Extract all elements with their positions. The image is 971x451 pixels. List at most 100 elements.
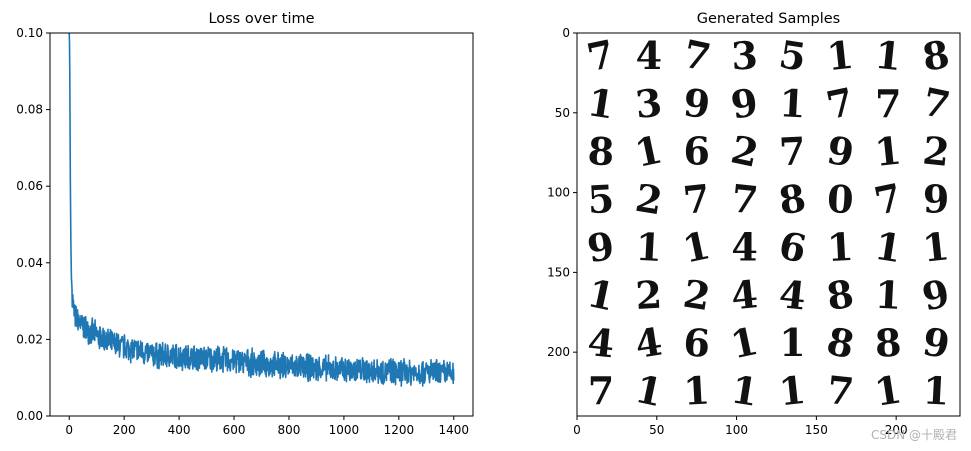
sample-digit: 1 — [585, 79, 618, 128]
sample-digit: 1 — [825, 32, 856, 80]
watermark-text: CSDN @十殿君 — [871, 428, 957, 442]
samples-y-tick-label: 50 — [555, 106, 570, 120]
sample-digit: 9 — [920, 318, 953, 367]
sample-digit: 6 — [682, 320, 711, 366]
sample-digit: 7 — [822, 79, 857, 129]
sample-digit: 3 — [730, 32, 759, 78]
loss-x-tick-label: 1400 — [438, 423, 469, 437]
samples-y-tick-label: 100 — [547, 186, 570, 200]
sample-digit: 2 — [921, 127, 952, 175]
sample-digit: 4 — [636, 33, 662, 78]
samples-grid: 7 4 7 3 5 1 1 81 3 9 9 1 7 7 78 1 6 2 7 9 1 25 2 7 7 8 0 7 99 1 1 4 6 1 1 1… — [583, 31, 954, 416]
loss-y-tick-label: 0.06 — [16, 179, 43, 193]
sample-digit: 4 — [777, 271, 808, 319]
loss-x-tick-label: 600 — [223, 423, 246, 437]
sample-digit: 1 — [779, 320, 805, 365]
sample-digit: 7 — [681, 175, 712, 223]
samples-x-tick-label: 50 — [649, 423, 664, 437]
samples-x-tick-label: 0 — [573, 423, 581, 437]
sample-digit: 9 — [584, 223, 617, 272]
sample-digit: 1 — [873, 127, 904, 175]
sample-digit: 1 — [871, 366, 904, 415]
sample-digit: 1 — [873, 32, 904, 80]
sample-digit: 8 — [587, 128, 616, 174]
loss-x-tick-label: 800 — [278, 423, 301, 437]
samples-x-tick-label: 150 — [805, 423, 828, 437]
samples-y-axis: 0 50 100 150 200 — [547, 26, 577, 359]
loss-y-tick-label: 0.02 — [16, 332, 43, 346]
samples-x-axis: 0 50 100 150 200 — [573, 416, 908, 437]
sample-digit: 1 — [920, 223, 951, 271]
loss-x-tick-label: 0 — [65, 423, 73, 437]
sample-digit: 2 — [634, 272, 663, 318]
sample-digit: 2 — [680, 271, 713, 320]
loss-chart-title: Loss over time — [208, 11, 314, 27]
sample-digit: 1 — [922, 367, 951, 413]
sample-digit: 1 — [777, 367, 808, 415]
samples-plot-frame — [576, 32, 961, 417]
loss-y-tick-label: 0.00 — [16, 409, 43, 423]
loss-x-tick-label: 1000 — [329, 423, 360, 437]
sample-digit: 1 — [778, 80, 807, 126]
sample-digit: 4 — [632, 318, 665, 367]
sample-digit: 7 — [875, 81, 901, 126]
sample-digit: 7 — [870, 174, 905, 224]
loss-y-tick-label: 0.04 — [16, 256, 43, 270]
sample-digit: 1 — [584, 270, 619, 320]
sample-digit: 1 — [826, 224, 855, 270]
sample-digit: 4 — [729, 271, 760, 319]
loss-y-axis: 0.00 0.02 0.04 0.06 0.08 0.10 — [16, 26, 50, 423]
sample-digit: 1 — [635, 224, 664, 270]
sample-digit: 7 — [588, 368, 614, 413]
sample-digit: 5 — [586, 176, 615, 222]
sample-digit: 5 — [776, 31, 809, 80]
loss-line-layer — [68, 32, 455, 387]
sample-digit: 3 — [633, 80, 664, 128]
sample-digit: 7 — [919, 79, 954, 129]
sample-digit: 7 — [825, 367, 856, 415]
samples-x-tick-label: 200 — [885, 423, 908, 437]
loss-x-tick-label: 400 — [168, 423, 191, 437]
sample-digit: 1 — [874, 272, 903, 318]
loss-chart: Loss over time 0 200 400 600 800 1000 1200 1400… — [16, 11, 474, 437]
sample-digit: 4 — [586, 319, 617, 367]
sample-digit: 6 — [683, 129, 709, 174]
samples-x-tick-label: 100 — [725, 423, 748, 437]
sample-digit: 7 — [729, 175, 760, 223]
loss-x-tick-label: 200 — [113, 423, 136, 437]
sample-digit: 1 — [632, 366, 667, 416]
sample-digit: 9 — [923, 177, 949, 222]
sample-digit: 6 — [775, 222, 810, 272]
sample-digit: 8 — [874, 320, 903, 366]
sample-digit: 2 — [632, 175, 665, 224]
sample-digit: 9 — [918, 270, 953, 320]
sample-digit: 1 — [727, 318, 762, 368]
samples-image-chart: Generated Samples 7 4 7 3 5 1 1 81 3 9 9 1 7 7 78 1 6 2 7 9… — [547, 11, 961, 437]
sample-digit: 7 — [778, 128, 807, 174]
loss-series-line — [68, 32, 455, 387]
sample-digit: 8 — [823, 318, 858, 368]
samples-y-tick-label: 0 — [562, 26, 570, 40]
loss-x-tick-label: 1200 — [384, 423, 415, 437]
sample-digit: 0 — [826, 176, 855, 222]
sample-digit: 7 — [583, 31, 618, 81]
sample-digit: 9 — [824, 127, 857, 176]
sample-digit: 8 — [823, 271, 856, 320]
loss-y-tick-label: 0.10 — [16, 26, 43, 40]
sample-digit: 9 — [681, 80, 712, 128]
loss-y-tick-label: 0.08 — [16, 103, 43, 117]
sample-digit: 1 — [728, 366, 761, 415]
sample-digit: 2 — [727, 126, 762, 176]
sample-digit: 8 — [776, 175, 809, 224]
sample-digit: 8 — [919, 31, 952, 80]
sample-digit: 9 — [728, 79, 761, 128]
loss-plot-frame — [49, 32, 474, 417]
sample-digit: 1 — [872, 223, 905, 272]
samples-chart-title: Generated Samples — [697, 11, 840, 27]
sample-digit: 1 — [679, 222, 714, 272]
samples-y-tick-label: 150 — [547, 265, 570, 279]
samples-y-tick-label: 200 — [547, 345, 570, 359]
sample-digit: 1 — [682, 367, 711, 413]
loss-x-axis: 0 200 400 600 800 1000 1200 1400 — [65, 416, 469, 437]
